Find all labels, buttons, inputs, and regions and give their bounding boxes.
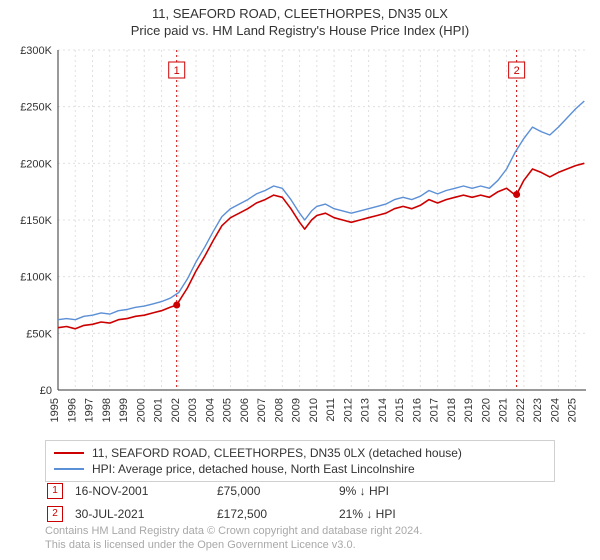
svg-text:2024: 2024 xyxy=(549,398,561,422)
chart-legend: 11, SEAFORD ROAD, CLEETHORPES, DN35 0LX … xyxy=(45,440,555,482)
svg-text:2004: 2004 xyxy=(204,398,216,422)
marker-date: 16-NOV-2001 xyxy=(75,480,215,501)
marker-price: £172,500 xyxy=(217,503,337,524)
svg-text:£50K: £50K xyxy=(26,328,52,340)
svg-text:2009: 2009 xyxy=(291,398,303,422)
marker-delta: 21% ↓ HPI xyxy=(339,503,406,524)
svg-text:£300K: £300K xyxy=(20,45,52,57)
svg-text:2017: 2017 xyxy=(429,398,441,422)
svg-text:2012: 2012 xyxy=(342,398,354,422)
legend-item: 11, SEAFORD ROAD, CLEETHORPES, DN35 0LX … xyxy=(54,445,546,461)
svg-text:2025: 2025 xyxy=(567,398,579,422)
svg-text:1998: 1998 xyxy=(101,398,113,422)
svg-text:£250K: £250K xyxy=(20,102,52,114)
svg-text:2016: 2016 xyxy=(411,398,423,422)
marker-number-box: 1 xyxy=(47,483,63,499)
svg-text:2003: 2003 xyxy=(187,398,199,422)
svg-text:2008: 2008 xyxy=(273,398,285,422)
svg-text:2015: 2015 xyxy=(394,398,406,422)
marker-row: 2 30-JUL-2021£172,50021% ↓ HPI xyxy=(47,503,406,524)
footer-line1: Contains HM Land Registry data © Crown c… xyxy=(45,524,422,538)
svg-text:1999: 1999 xyxy=(118,398,130,422)
svg-text:2014: 2014 xyxy=(377,398,389,422)
legend-label: 11, SEAFORD ROAD, CLEETHORPES, DN35 0LX … xyxy=(92,446,462,460)
svg-text:2000: 2000 xyxy=(135,398,147,422)
svg-text:2010: 2010 xyxy=(308,398,320,422)
svg-text:2018: 2018 xyxy=(446,398,458,422)
svg-text:2006: 2006 xyxy=(239,398,251,422)
legend-item: HPI: Average price, detached house, Nort… xyxy=(54,461,546,477)
sale-markers-table: 1 16-NOV-2001£75,0009% ↓ HPI 2 30-JUL-2021£… xyxy=(45,478,408,526)
svg-text:2013: 2013 xyxy=(360,398,372,422)
svg-text:£100K: £100K xyxy=(20,272,52,284)
legend-label: HPI: Average price, detached house, Nort… xyxy=(92,462,415,476)
svg-text:2007: 2007 xyxy=(256,398,268,422)
svg-text:2: 2 xyxy=(514,65,520,77)
svg-text:2002: 2002 xyxy=(170,398,182,422)
svg-text:2020: 2020 xyxy=(480,398,492,422)
svg-text:2022: 2022 xyxy=(515,398,527,422)
svg-text:1997: 1997 xyxy=(84,398,96,422)
svg-text:£150K: £150K xyxy=(20,215,52,227)
marker-price: £75,000 xyxy=(217,480,337,501)
marker-delta: 9% ↓ HPI xyxy=(339,480,406,501)
legend-swatch xyxy=(54,468,84,470)
svg-text:1: 1 xyxy=(174,65,180,77)
svg-text:2019: 2019 xyxy=(463,398,475,422)
svg-text:2021: 2021 xyxy=(498,398,510,422)
svg-text:£200K: £200K xyxy=(20,158,52,170)
marker-number-box: 2 xyxy=(47,506,63,522)
svg-text:2023: 2023 xyxy=(532,398,544,422)
svg-text:2005: 2005 xyxy=(222,398,234,422)
legend-swatch xyxy=(54,452,84,454)
svg-text:£0: £0 xyxy=(40,385,52,397)
price-chart: £0 £50K £100K £150K £200K £250K £300K 1995 1996 1… xyxy=(0,0,600,440)
footer-line2: This data is licensed under the Open Gov… xyxy=(45,538,422,552)
svg-text:2011: 2011 xyxy=(325,398,337,422)
marker-date: 30-JUL-2021 xyxy=(75,503,215,524)
svg-text:1996: 1996 xyxy=(66,398,78,422)
marker-row: 1 16-NOV-2001£75,0009% ↓ HPI xyxy=(47,480,406,501)
svg-text:1995: 1995 xyxy=(49,398,61,422)
svg-text:2001: 2001 xyxy=(153,398,165,422)
data-attribution: Contains HM Land Registry data © Crown c… xyxy=(45,524,422,552)
